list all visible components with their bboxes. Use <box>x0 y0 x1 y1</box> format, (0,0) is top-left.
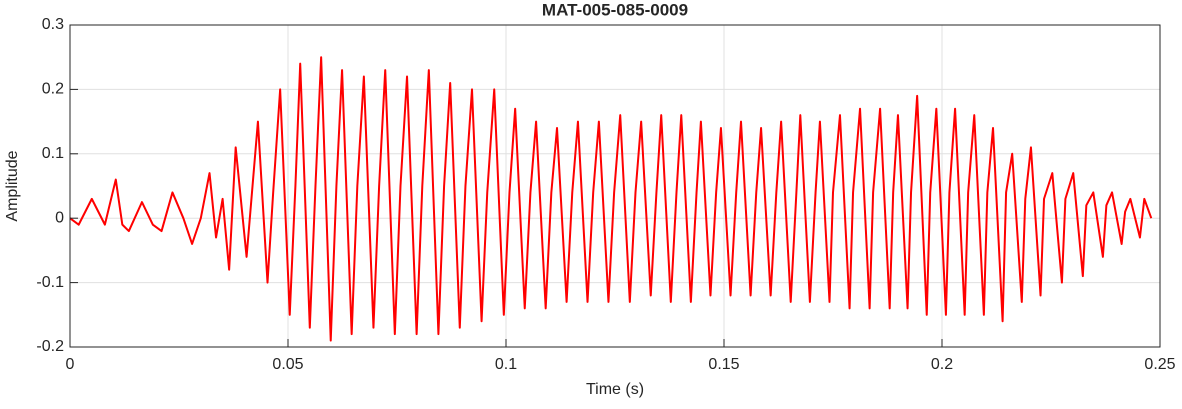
chart-title: MAT-005-085-0009 <box>542 0 688 19</box>
y-axis-label: Amplitude <box>4 150 21 221</box>
y-tick-label: 0 <box>55 209 64 226</box>
waveform-line <box>69 56 1153 342</box>
y-tick-label: -0.1 <box>36 274 64 291</box>
axes-box <box>69 24 1161 348</box>
x-tick-label: 0.25 <box>1144 356 1175 373</box>
x-axis-label: Time (s) <box>586 381 644 398</box>
x-tick-label: 0.05 <box>272 356 303 373</box>
y-tick-label: 0.1 <box>42 145 64 162</box>
y-tick-label: 0.2 <box>42 81 64 98</box>
x-tick-label: 0 <box>66 356 75 373</box>
y-tick-label: 0.3 <box>42 16 64 33</box>
y-tick-label: -0.2 <box>36 338 64 355</box>
x-tick-label: 0.1 <box>495 356 517 373</box>
x-tick-label: 0.2 <box>931 356 953 373</box>
x-tick-label: 0.15 <box>708 356 739 373</box>
plot <box>69 56 1153 342</box>
